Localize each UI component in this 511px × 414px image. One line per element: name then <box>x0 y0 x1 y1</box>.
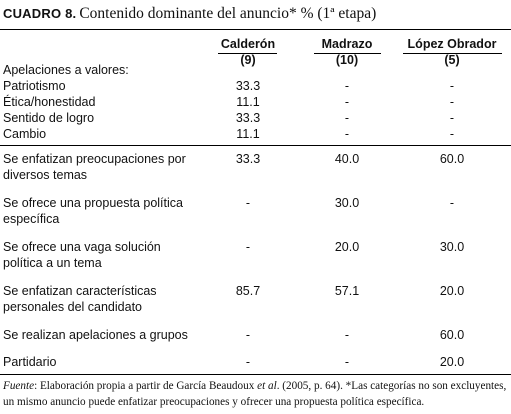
row-label-continued: específica <box>3 212 60 226</box>
row-label: Se enfatizan preocupaciones por <box>3 152 186 166</box>
column-underline-lopez-obrador <box>403 53 502 54</box>
cell-madrazo: 57.1 <box>334 284 360 298</box>
cell-lopez-obrador: 30.0 <box>439 240 465 254</box>
row-label: Se ofrece una propuesta política <box>3 196 183 210</box>
cell-madrazo: - <box>344 79 350 93</box>
cell-lopez-obrador: - <box>449 111 455 125</box>
row-label: Partidario <box>3 355 57 369</box>
cell-madrazo: - <box>344 127 350 141</box>
row-label-continued: personales del candidato <box>3 300 142 314</box>
column-header-calderon: Calderón <box>220 37 276 51</box>
table-title: CUADRO 8. Contenido dominante del anuncio… <box>3 5 376 23</box>
column-underline-calderon <box>218 53 277 54</box>
column-header-madrazo: Madrazo <box>321 37 373 51</box>
cell-calderon: - <box>245 355 251 369</box>
cell-calderon: - <box>245 328 251 342</box>
footnote-line-2: un mismo anuncio puede enfatizar preocup… <box>3 396 425 408</box>
cell-madrazo: - <box>344 111 350 125</box>
row-label: Ética/honestidad <box>3 95 96 109</box>
cell-lopez-obrador: 20.0 <box>439 355 465 369</box>
row-label: Patriotismo <box>3 79 66 93</box>
footnote-et-al: et al <box>257 380 277 392</box>
row-label: Se realizan apelaciones a grupos <box>3 328 188 342</box>
section-label: Apelaciones a valores: <box>3 63 129 77</box>
row-label-continued: diversos temas <box>3 168 88 182</box>
row-label: Se enfatizan características <box>3 284 157 298</box>
row-label: Cambio <box>3 127 47 141</box>
cell-lopez-obrador: - <box>449 127 455 141</box>
top-rule <box>0 29 511 30</box>
cell-calderon: 85.7 <box>235 284 261 298</box>
footnote-text-a: : Elaboración propia a partir de García … <box>34 380 258 392</box>
cell-lopez-obrador: - <box>449 79 455 93</box>
table-caption: Contenido dominante del anuncio* % (1ª e… <box>79 5 377 22</box>
cell-madrazo: 40.0 <box>334 152 360 166</box>
cell-madrazo: 30.0 <box>334 196 360 210</box>
cell-calderon: 11.1 <box>236 127 260 141</box>
column-n-lopez-obrador: (5) <box>444 53 460 67</box>
cell-calderon: 11.1 <box>236 95 260 109</box>
row-label: Se ofrece una vaga solución <box>3 240 161 254</box>
cell-madrazo: 20.0 <box>334 240 360 254</box>
column-n-madrazo: (10) <box>335 53 359 67</box>
cell-calderon: 33.3 <box>235 111 261 125</box>
cell-lopez-obrador: - <box>449 196 455 210</box>
row-label: Sentido de logro <box>3 111 95 125</box>
footnote-line-1: Fuente: Elaboración propia a partir de G… <box>3 380 506 392</box>
bottom-rule <box>0 374 511 375</box>
column-underline-madrazo <box>314 53 381 54</box>
footnote-source-label: Fuente <box>3 380 35 392</box>
cell-calderon: - <box>245 240 251 254</box>
cell-calderon: 33.3 <box>235 79 261 93</box>
cell-lopez-obrador: 20.0 <box>439 284 465 298</box>
column-n-calderon: (9) <box>240 53 256 67</box>
section-divider <box>0 145 511 146</box>
column-header-lopez-obrador: López Obrador <box>407 37 497 51</box>
cell-madrazo: - <box>344 355 350 369</box>
cell-calderon: 33.3 <box>235 152 261 166</box>
cell-madrazo: - <box>344 328 350 342</box>
row-label-continued: política a un tema <box>3 256 102 270</box>
cell-lopez-obrador: 60.0 <box>439 328 465 342</box>
cell-lopez-obrador: - <box>449 95 455 109</box>
cell-madrazo: - <box>344 95 350 109</box>
cell-lopez-obrador: 60.0 <box>439 152 465 166</box>
cell-calderon: - <box>245 196 251 210</box>
table-number: CUADRO 8. <box>3 6 77 21</box>
footnote-text-b: . (2005, p. 64). *Las categorías no son … <box>276 380 507 392</box>
